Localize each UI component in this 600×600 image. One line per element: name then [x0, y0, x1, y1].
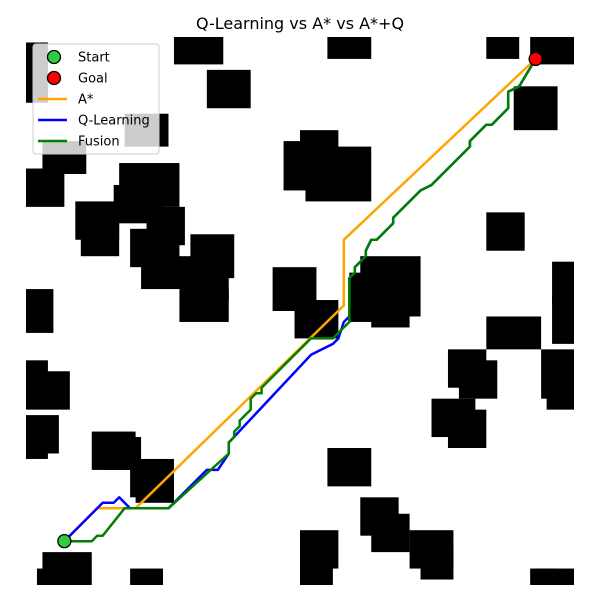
paths-layer — [63, 57, 537, 543]
obstacle-cell — [513, 86, 558, 131]
obstacles-layer — [26, 37, 574, 585]
obstacle-cell — [327, 448, 372, 487]
obstacle-cell — [486, 212, 525, 251]
obstacle-cell — [371, 513, 410, 553]
obstacle-cell — [135, 480, 174, 503]
legend-label-start: Start — [78, 51, 110, 66]
legend-label-fusion: Fusion — [78, 135, 120, 150]
legend-swatch-goal — [46, 70, 62, 86]
obstacle-cell — [486, 37, 520, 59]
obstacle-cell — [530, 568, 558, 585]
markers-layer — [57, 51, 543, 549]
obstacle-cell — [80, 217, 120, 257]
series-line-fusion — [63, 57, 537, 543]
obstacle-cell — [26, 289, 54, 333]
obstacle-cell — [552, 294, 574, 344]
obstacle-cell — [486, 316, 542, 350]
obstacle-cell — [26, 168, 65, 207]
obstacle-cell — [458, 360, 498, 399]
obstacle-cell — [173, 37, 224, 65]
obstacle-cell — [300, 552, 333, 585]
chart-title: Q-Learning vs A* vs A*+Q — [196, 14, 404, 33]
legend-label-goal: Goal — [78, 72, 108, 87]
obstacle-cell — [26, 431, 48, 459]
obstacle-cell — [305, 146, 372, 202]
legend: Start Goal A* Q-Learning Fusion — [32, 43, 160, 155]
start-marker — [57, 534, 72, 549]
legend-box — [32, 43, 160, 155]
obstacle-cell — [36, 568, 87, 585]
obstacle-cell — [206, 69, 251, 109]
legend-label-q-learning: Q-Learning — [78, 114, 150, 129]
goal-marker — [528, 51, 543, 67]
obstacle-cell — [447, 409, 487, 448]
plot-area — [26, 37, 574, 585]
obstacle-cell — [327, 37, 372, 59]
obstacle-cell — [420, 546, 454, 580]
legend-label-a: A* — [78, 93, 94, 108]
obstacle-cell — [371, 283, 410, 328]
obstacle-cell — [546, 382, 574, 410]
legend-swatch-start — [46, 49, 62, 65]
obstacle-cell — [130, 568, 163, 585]
obstacle-cell — [179, 289, 229, 322]
legend-entries: Start Goal A* Q-Learning Fusion — [38, 49, 150, 150]
obstacle-cell — [26, 371, 70, 410]
